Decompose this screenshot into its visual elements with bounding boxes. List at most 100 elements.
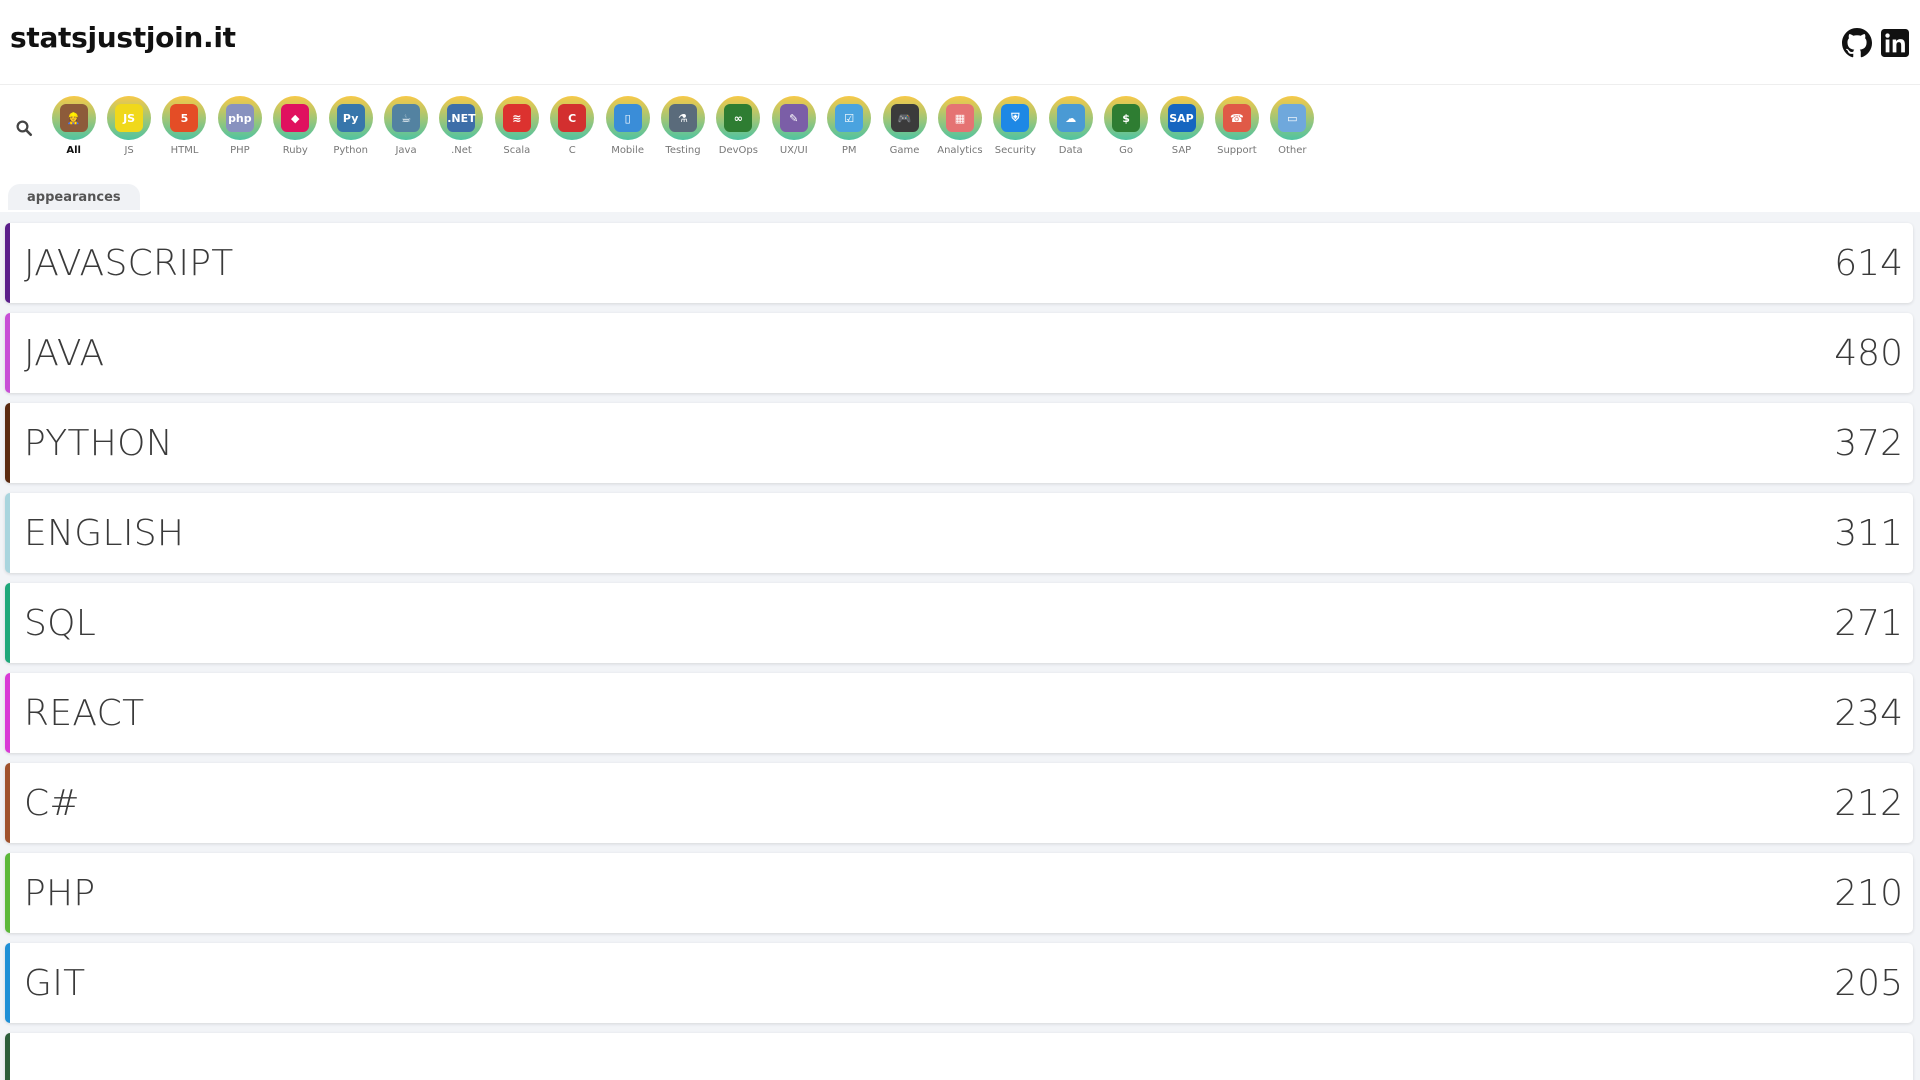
skill-name: PHP <box>24 872 96 914</box>
category-php[interactable]: php PHP <box>212 96 267 156</box>
tab-appearances[interactable]: appearances <box>8 184 140 210</box>
skill-name: C# <box>24 782 80 824</box>
game-icon: 🎮 <box>882 96 927 140</box>
top-bar: statsjustjoin.it <box>0 0 1920 85</box>
category-html[interactable]: 5 HTML <box>157 96 212 156</box>
category-label: C <box>568 145 576 156</box>
category-security[interactable]: ⛨ Security <box>988 96 1043 156</box>
skill-row[interactable]: GIT 205 <box>5 943 1913 1023</box>
linkedin-icon[interactable] <box>1880 28 1910 58</box>
category-dotnet[interactable]: .NET .Net <box>434 96 489 156</box>
ruby-icon-glyph: ◆ <box>281 104 310 132</box>
scala-icon-glyph: ≋ <box>502 104 531 132</box>
category-label: Scala <box>503 145 531 156</box>
category-devops[interactable]: ∞ DevOps <box>711 96 766 156</box>
category-support[interactable]: ☎ Support <box>1209 96 1264 156</box>
skills-list: JAVASCRIPT 614 JAVA 480 PYTHON 372 ENGLISH 311 S… <box>0 212 1920 1080</box>
category-label: Analytics <box>937 145 983 156</box>
github-icon[interactable] <box>1842 28 1872 58</box>
category-label: Game <box>889 145 920 156</box>
go-icon-glyph: $ <box>1112 104 1141 132</box>
php-icon: php <box>217 96 262 140</box>
support-icon: ☎ <box>1214 96 1259 140</box>
scala-icon: ≋ <box>494 96 539 140</box>
skill-row[interactable]: SQL 271 <box>5 583 1913 663</box>
category-js[interactable]: JS JS <box>101 96 156 156</box>
category-label: Java <box>395 145 417 156</box>
skill-row[interactable]: PHP 210 <box>5 853 1913 933</box>
skill-row[interactable]: JAVA 480 <box>5 313 1913 393</box>
skill-count: 234 <box>1834 692 1903 734</box>
skill-row[interactable]: ENGLISH 311 <box>5 493 1913 573</box>
category-label: All <box>66 145 81 156</box>
other-icon: ▭ <box>1270 96 1315 140</box>
category-label: JS <box>124 145 134 156</box>
category-label: Other <box>1278 145 1307 156</box>
category-label: Security <box>994 145 1036 156</box>
category-uxui[interactable]: ✎ UX/UI <box>766 96 821 156</box>
category-java[interactable]: ☕ Java <box>378 96 433 156</box>
category-label: .Net <box>451 145 472 156</box>
mobile-icon: ▯ <box>605 96 650 140</box>
category-bar: 👷 All JS JS 5 HTML php PHP ◆ Ruby Py Python ☕ Java .NE… <box>12 96 1320 166</box>
all-icon-glyph: 👷 <box>59 104 88 132</box>
skill-name: JAVASCRIPT <box>24 242 234 284</box>
skill-row[interactable] <box>5 1033 1913 1080</box>
skill-name: PYTHON <box>24 422 174 464</box>
category-sap[interactable]: SAP SAP <box>1154 96 1209 156</box>
uxui-icon-glyph: ✎ <box>779 104 808 132</box>
data-icon-glyph: ☁ <box>1056 104 1085 132</box>
skill-count: 271 <box>1834 602 1903 644</box>
tab-bar: appearances <box>8 184 140 210</box>
skill-row[interactable]: C# 212 <box>5 763 1913 843</box>
skill-name: SQL <box>24 602 97 644</box>
category-data[interactable]: ☁ Data <box>1043 96 1098 156</box>
skill-count: 212 <box>1834 782 1903 824</box>
dotnet-icon-glyph: .NET <box>447 104 476 132</box>
site-brand[interactable]: statsjustjoin.it <box>10 21 236 54</box>
category-label: SAP <box>1171 145 1192 156</box>
category-testing[interactable]: ⚗ Testing <box>655 96 710 156</box>
category-mobile[interactable]: ▯ Mobile <box>600 96 655 156</box>
html-icon-glyph: 5 <box>170 104 199 132</box>
category-pm[interactable]: ☑ PM <box>821 96 876 156</box>
testing-icon: ⚗ <box>660 96 705 140</box>
skill-count: 205 <box>1834 962 1903 1004</box>
category-label: Testing <box>665 145 701 156</box>
java-icon: ☕ <box>384 96 429 140</box>
devops-icon: ∞ <box>716 96 761 140</box>
security-icon-glyph: ⛨ <box>1001 104 1030 132</box>
js-icon: JS <box>107 96 152 140</box>
category-other[interactable]: ▭ Other <box>1265 96 1320 156</box>
skill-count: 614 <box>1834 242 1903 284</box>
category-list: 👷 All JS JS 5 HTML php PHP ◆ Ruby Py Python ☕ Java .NE… <box>46 96 1320 156</box>
go-icon: $ <box>1104 96 1149 140</box>
sap-icon-glyph: SAP <box>1167 104 1196 132</box>
skill-row[interactable]: REACT 234 <box>5 673 1913 753</box>
category-label: Python <box>333 145 368 156</box>
search-icon[interactable] <box>12 116 36 140</box>
category-label: PM <box>841 145 857 156</box>
data-icon: ☁ <box>1048 96 1093 140</box>
python-icon-glyph: Py <box>336 104 365 132</box>
skill-count: 372 <box>1834 422 1903 464</box>
category-label: UX/UI <box>779 145 808 156</box>
category-label: PHP <box>230 145 250 156</box>
other-icon-glyph: ▭ <box>1278 104 1307 132</box>
category-go[interactable]: $ Go <box>1098 96 1153 156</box>
skill-row[interactable]: PYTHON 372 <box>5 403 1913 483</box>
pm-icon-glyph: ☑ <box>835 104 864 132</box>
category-label: Ruby <box>282 145 308 156</box>
category-ruby[interactable]: ◆ Ruby <box>268 96 323 156</box>
analytics-icon: ▦ <box>937 96 982 140</box>
category-analytics[interactable]: ▦ Analytics <box>932 96 987 156</box>
category-scala[interactable]: ≋ Scala <box>489 96 544 156</box>
java-icon-glyph: ☕ <box>392 104 421 132</box>
category-python[interactable]: Py Python <box>323 96 378 156</box>
security-icon: ⛨ <box>993 96 1038 140</box>
skill-row[interactable]: JAVASCRIPT 614 <box>5 223 1913 303</box>
analytics-icon-glyph: ▦ <box>945 104 974 132</box>
category-game[interactable]: 🎮 Game <box>877 96 932 156</box>
category-all[interactable]: 👷 All <box>46 96 101 156</box>
